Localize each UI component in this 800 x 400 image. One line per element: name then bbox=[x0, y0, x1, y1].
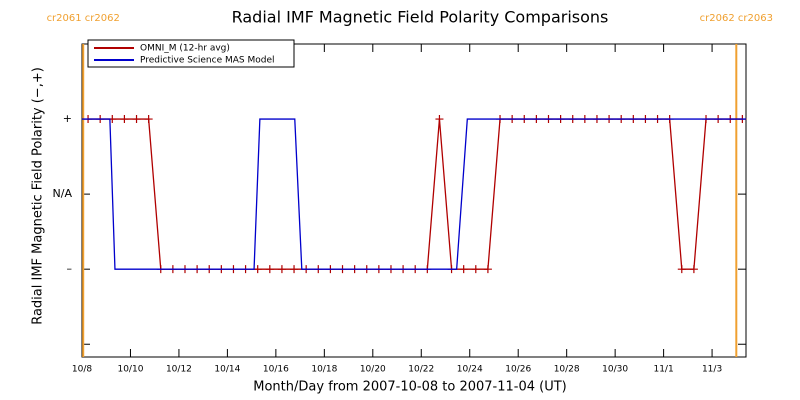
y-tick-label: + bbox=[63, 112, 72, 125]
data-marker bbox=[265, 265, 274, 274]
data-marker bbox=[132, 115, 141, 124]
data-marker bbox=[144, 115, 153, 124]
legend-box bbox=[87, 39, 295, 68]
data-marker bbox=[120, 115, 129, 124]
series-line bbox=[82, 118, 746, 270]
x-tick-label: 10/16 bbox=[263, 365, 289, 375]
data-marker bbox=[277, 265, 286, 274]
chart-title: Radial IMF Magnetic Field Polarity Compa… bbox=[232, 8, 609, 27]
y-axis-label: Radial IMF Magnetic Field Polarity (−,+) bbox=[31, 67, 46, 325]
x-tick-label: 10/18 bbox=[311, 365, 337, 375]
data-marker bbox=[290, 265, 299, 274]
rotation-label: cr2062 cr2063 bbox=[700, 13, 773, 24]
x-tick-label: 10/20 bbox=[360, 365, 386, 375]
y-tick-label: – bbox=[67, 262, 73, 275]
x-tick-label: 10/30 bbox=[602, 365, 628, 375]
data-marker bbox=[483, 265, 492, 274]
x-tick-label: 10/10 bbox=[117, 365, 143, 375]
x-tick-label: 10/22 bbox=[408, 365, 434, 375]
legend-label: Predictive Science MAS Model bbox=[140, 56, 275, 66]
rotation-label: cr2061 cr2062 bbox=[47, 13, 120, 24]
x-tick-label: 11/1 bbox=[653, 365, 673, 375]
x-tick-label: 11/3 bbox=[702, 365, 722, 375]
data-marker bbox=[677, 265, 686, 274]
data-marker bbox=[689, 265, 698, 274]
legend-label: OMNI_M (12-hr avg) bbox=[140, 44, 230, 54]
data-marker bbox=[471, 265, 480, 274]
plot-frame bbox=[81, 43, 747, 358]
x-tick-label: 10/14 bbox=[214, 365, 240, 375]
x-tick-label: 10/12 bbox=[166, 365, 192, 375]
y-tick-label: N/A bbox=[53, 187, 73, 200]
data-marker bbox=[459, 265, 468, 274]
x-tick-label: 10/8 bbox=[72, 365, 92, 375]
data-marker bbox=[253, 265, 262, 274]
data-marker bbox=[435, 115, 444, 124]
x-tick-label: 10/28 bbox=[554, 365, 580, 375]
x-tick-label: 10/24 bbox=[457, 365, 483, 375]
x-tick-label: 10/26 bbox=[505, 365, 531, 375]
x-axis-label: Month/Day from 2007-10-08 to 2007-11-04 … bbox=[253, 380, 566, 395]
